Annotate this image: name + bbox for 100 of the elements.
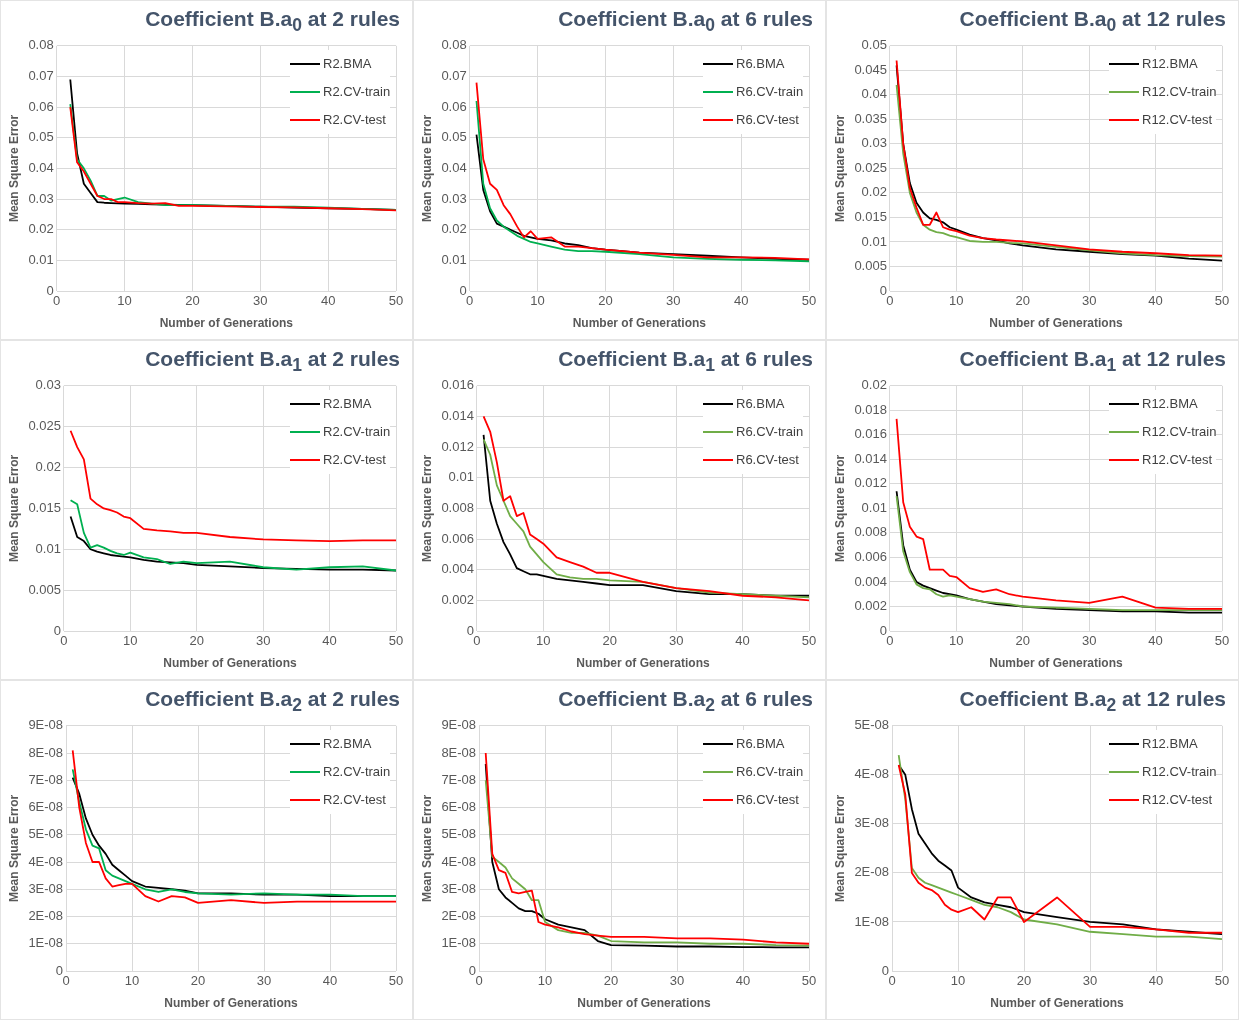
y-tick-label: 0.015 — [854, 209, 887, 225]
x-tick-label: 30 — [1081, 293, 1097, 309]
x-tick-label: 20 — [598, 293, 613, 309]
y-tick-label: 0.008 — [441, 499, 474, 515]
y-tick-label: 7E-08 — [28, 771, 64, 787]
chart-title: Coefficient B.a$_{1}$ at 12 rules — [958, 347, 1227, 377]
y-tick-label: 7E-08 — [441, 771, 477, 787]
x-tick-label: 20 — [1015, 293, 1030, 309]
y-tick-label: 0.02 — [28, 221, 54, 237]
x-tick-label: 20 — [1015, 633, 1030, 649]
y-tick-label: 0 — [879, 622, 887, 638]
y-tick-label: 0.02 — [861, 377, 887, 393]
x-tick-label: 10 — [950, 973, 966, 989]
y-tick-label: 0.03 — [35, 377, 61, 393]
y-tick-label: 0.004 — [854, 573, 887, 589]
y-tick-label: 0.01 — [861, 233, 887, 249]
x-tick-label: 10 — [123, 633, 138, 649]
x-axis-title: Number of Generations — [159, 316, 294, 331]
y-tick-label: 0.02 — [441, 221, 467, 237]
legend-label: R2.CV-test — [323, 452, 386, 468]
x-tick-label: 30 — [1082, 973, 1098, 989]
y-tick-label: 0.03 — [28, 190, 54, 206]
y-tick-label: 4E-08 — [441, 853, 477, 869]
legend-label: R2.CV-train — [323, 84, 391, 100]
x-tick-label: 40 — [322, 633, 337, 649]
chart-title: Coefficient B.a$_{1}$ at 2 rules — [144, 347, 401, 377]
y-tick-label: 0.05 — [28, 129, 54, 145]
y-tick-label: 0 — [46, 282, 54, 298]
x-axis-title: Number of Generations — [164, 996, 299, 1011]
y-tick-label: 0.045 — [854, 61, 887, 77]
x-tick-label: 50 — [801, 973, 817, 989]
x-tick-label: 50 — [1214, 633, 1230, 649]
y-tick-label: 4E-08 — [854, 766, 890, 782]
x-tick-label: 30 — [666, 293, 681, 309]
y-tick-label: 6E-08 — [28, 799, 64, 815]
x-tick-label: 50 — [1214, 973, 1230, 989]
x-tick-label: 30 — [1081, 633, 1097, 649]
y-tick-label: 0.04 — [861, 86, 887, 102]
x-tick-label: 40 — [735, 973, 751, 989]
y-tick-label: 0.012 — [854, 475, 887, 491]
chart-title: Coefficient B.a$_{0}$ at 6 rules — [557, 7, 814, 37]
x-axis-title: Number of Generations — [577, 996, 712, 1011]
x-axis-title: Number of Generations — [989, 316, 1123, 331]
y-tick-label: 0.012 — [441, 438, 474, 454]
legend-label: R6.BMA — [736, 736, 785, 752]
y-tick-label: 0.04 — [28, 159, 54, 175]
legend-label: R12.CV-test — [1142, 452, 1213, 468]
x-tick-label: 20 — [190, 973, 206, 989]
legend-label: R2.CV-test — [323, 112, 386, 128]
legend-label: R2.CV-test — [323, 792, 386, 808]
y-tick-label: 0.005 — [28, 581, 61, 597]
y-axis-title: Mean Square Error — [6, 114, 21, 223]
x-tick-label: 30 — [253, 293, 268, 309]
y-tick-label: 0.035 — [854, 110, 887, 126]
y-axis-title: Mean Square Error — [6, 794, 21, 903]
y-axis-title: Mean Square Error — [832, 794, 847, 903]
legend-label: R12.CV-train — [1142, 84, 1217, 100]
y-tick-label: 3E-08 — [28, 880, 64, 896]
legend-label: R6.BMA — [736, 396, 785, 412]
x-tick-label: 10 — [536, 633, 551, 649]
x-axis-title: Number of Generations — [990, 996, 1125, 1011]
y-tick-label: 0.08 — [441, 37, 467, 53]
chart-title: Coefficient B.a$_{2}$ at 6 rules — [557, 687, 814, 717]
legend-label: R6.CV-test — [736, 112, 799, 128]
x-tick-label: 40 — [322, 973, 338, 989]
x-tick-label: 40 — [735, 633, 750, 649]
x-tick-label: 50 — [388, 633, 404, 649]
y-tick-label: 0.02 — [35, 459, 61, 475]
x-tick-label: 20 — [185, 293, 200, 309]
x-tick-label: 30 — [256, 973, 272, 989]
y-tick-label: 9E-08 — [28, 717, 64, 733]
x-tick-label: 20 — [602, 633, 617, 649]
y-tick-label: 0 — [459, 282, 467, 298]
y-tick-label: 0.01 — [35, 540, 61, 556]
x-tick-label: 30 — [255, 633, 271, 649]
x-tick-label: 50 — [801, 633, 817, 649]
y-tick-label: 0.05 — [861, 37, 887, 53]
y-tick-label: 8E-08 — [28, 744, 64, 760]
y-tick-label: 0 — [55, 962, 64, 978]
x-tick-label: 10 — [117, 293, 132, 309]
chart-title: Coefficient B.a$_{0}$ at 12 rules — [958, 7, 1227, 37]
y-tick-label: 6E-08 — [441, 799, 477, 815]
x-tick-label: 30 — [669, 973, 685, 989]
x-tick-label: 50 — [388, 293, 404, 309]
y-tick-label: 0.01 — [448, 469, 474, 485]
legend-label: R12.BMA — [1142, 56, 1198, 72]
y-tick-label: 0 — [53, 622, 61, 638]
x-tick-label: 50 — [801, 293, 817, 309]
y-tick-label: 0.03 — [441, 190, 467, 206]
y-tick-label: 0.018 — [854, 401, 887, 417]
legend-label: R6.CV-train — [736, 84, 804, 100]
legend-label: R12.BMA — [1142, 396, 1198, 412]
y-tick-label: 0.005 — [854, 258, 887, 274]
y-tick-label: 0.02 — [861, 184, 887, 200]
legend-label: R6.CV-train — [736, 424, 804, 440]
y-tick-label: 0 — [468, 962, 477, 978]
y-tick-label: 0.016 — [854, 426, 887, 442]
y-tick-label: 0 — [881, 962, 890, 978]
y-tick-label: 0.025 — [854, 159, 887, 175]
y-axis-title: Mean Square Error — [832, 114, 847, 223]
